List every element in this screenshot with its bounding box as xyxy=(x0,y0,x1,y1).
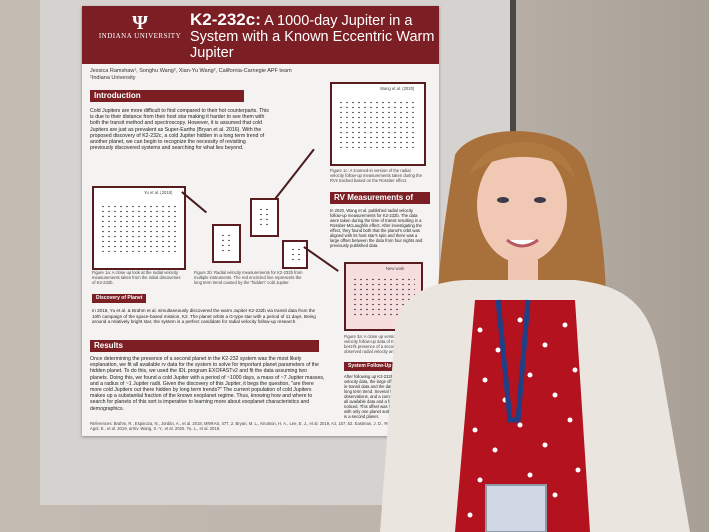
poster-title: K2-232c: A 1000-day Jupiter in a System … xyxy=(190,10,435,61)
poster-authors: Jessica Ramshaw¹, Songhu Wang², Xian-Yu … xyxy=(90,68,430,82)
inset-middle-data-points xyxy=(258,207,271,228)
university-name: INDIANA UNIVERSITY xyxy=(98,32,182,40)
figure-caption-initial: Figure 1a: A close up look at the radial… xyxy=(92,270,181,285)
figure-inset-middle xyxy=(250,198,279,237)
poster-references: References: Brahm, R., Espinoza, N., Jor… xyxy=(90,421,416,431)
figure-caption-rossiter: Figure 1c: A zoomed-in version of the ra… xyxy=(330,168,422,183)
poster-title-rest: A 1000-day Jupiter in a System with a Kn… xyxy=(190,13,435,61)
discovery-text: In 2018, Yu et al. & Brahm et al. simult… xyxy=(92,308,316,325)
name-badge xyxy=(485,484,547,532)
figure-caption-new-work: Figure 3a: A close up version of radial … xyxy=(344,334,422,354)
figure-label-wang: Wang et al. (2020) xyxy=(380,86,415,91)
figure-rv-initial: Yu et al. (2018) xyxy=(92,186,186,270)
inset-right-data-points xyxy=(290,247,300,262)
right-eye xyxy=(534,197,546,203)
research-poster: Ψ INDIANA UNIVERSITY K2-232c: A 1000-day… xyxy=(82,6,439,436)
section-rv-measurements: RV Measurements of Planet b xyxy=(330,192,430,214)
system-text: After following up K2-232b with radial v… xyxy=(344,374,422,419)
intro-text: Cold Jupiters are more difficult to find… xyxy=(90,108,269,152)
university-logo: Ψ INDIANA UNIVERSITY xyxy=(90,12,190,40)
section-system-follow-up: System Follow-Up xyxy=(344,362,404,371)
rv-data-points xyxy=(338,100,418,148)
author-list: Jessica Ramshaw¹, Songhu Wang², Xian-Yu … xyxy=(90,68,292,74)
figure-inset-small xyxy=(212,224,241,263)
figure-caption-multi-instrument: Figure 2b: Radial velocity measurements … xyxy=(194,270,303,285)
section-introduction: Introduction xyxy=(90,90,244,102)
red-dress xyxy=(455,300,590,532)
poster-header: Ψ INDIANA UNIVERSITY K2-232c: A 1000-day… xyxy=(82,6,439,64)
section-results: Results xyxy=(90,340,319,352)
face xyxy=(477,147,567,263)
section-discovery: Discovery of Planet b xyxy=(92,294,146,310)
figure-label-new: New work xyxy=(386,266,405,271)
iu-trident-icon: Ψ xyxy=(132,12,148,34)
results-text: Once determining the presence of a secon… xyxy=(90,356,325,412)
rv-data-points-initial xyxy=(100,204,178,252)
author-affiliation: ¹Indiana University xyxy=(90,75,136,81)
inset-data-points xyxy=(220,233,233,254)
poster-title-id: K2-232c: xyxy=(190,10,261,29)
figure-rv-zoom: Wang et al. (2020) xyxy=(330,82,426,166)
dress-polka-dots xyxy=(467,317,581,518)
rv-text: In 2020, Wang et al. published radial ve… xyxy=(330,208,423,248)
left-eye xyxy=(497,197,509,203)
figure-label-yu: Yu et al. (2018) xyxy=(144,190,173,195)
lanyard xyxy=(495,299,531,423)
smile xyxy=(506,238,539,248)
figure-inset-right xyxy=(282,240,308,269)
hair-fringe xyxy=(470,141,575,180)
